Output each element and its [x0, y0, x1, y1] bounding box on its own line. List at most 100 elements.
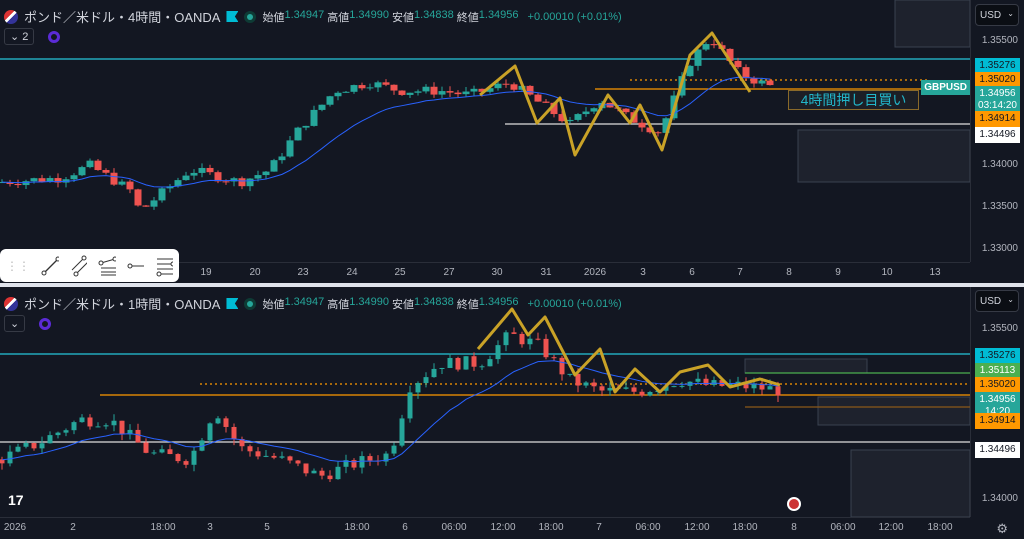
candle	[486, 88, 494, 92]
currency-select[interactable]: USD ⌄	[975, 290, 1019, 312]
parallel-channel-icon[interactable]	[69, 255, 88, 277]
candle	[719, 380, 725, 386]
candle	[214, 172, 222, 182]
candle	[406, 92, 414, 95]
candle	[78, 167, 86, 176]
candle	[23, 442, 29, 447]
candle	[735, 381, 741, 384]
ohlc-value: 1.34990	[349, 295, 389, 308]
horizontal-lines-icon[interactable]	[154, 255, 173, 277]
ohlc-label: 安値	[392, 298, 414, 311]
candle	[319, 470, 325, 476]
candle	[526, 85, 534, 95]
ohlc-value: 1.34956	[478, 295, 519, 308]
time-axis-4h[interactable]: 19 20 23 24 25 27 30 31 2026 3 6 7 8 9 10 13	[0, 262, 970, 283]
trend-line-icon[interactable]	[40, 255, 59, 277]
us-event-icon[interactable]	[787, 497, 801, 511]
candle	[247, 446, 253, 452]
zone-box	[817, 396, 970, 426]
price-label: 1.35500	[981, 323, 1018, 334]
flag-icon[interactable]	[226, 11, 239, 22]
price-label: 1.33500	[981, 201, 1018, 212]
candle	[415, 383, 421, 393]
symbol-title[interactable]: ポンド／米ドル・1時間・OANDA	[24, 297, 221, 312]
chevron-down-icon: ⌄	[1007, 9, 1014, 18]
time-label: 9	[835, 267, 841, 278]
candle	[702, 44, 710, 50]
zone-box	[850, 449, 970, 517]
candle	[71, 422, 77, 431]
time-label: 25	[394, 267, 406, 278]
candle	[430, 86, 438, 95]
candle	[686, 65, 694, 77]
candle	[262, 171, 270, 176]
time-axis-1h[interactable]: 2026 2 18:00 3 5 18:00 6 06:00 12:00 18:00 7 06:00 1…	[0, 517, 970, 539]
fib-retracement-icon[interactable]	[97, 255, 116, 277]
currency-select[interactable]: USD ⌄	[975, 4, 1019, 26]
candle	[399, 418, 405, 446]
candle	[711, 380, 717, 385]
tradingview-logo[interactable]: 17	[8, 492, 24, 508]
candle	[270, 160, 278, 172]
price-tag: 1.35020	[975, 72, 1020, 88]
change: +0.00010 (+0.01%)	[527, 10, 622, 23]
symbol-title[interactable]: ポンド／米ドル・4時間・OANDA	[24, 10, 221, 25]
indicator-icon[interactable]	[48, 30, 61, 43]
collapse-indicators-button[interactable]: ⌄ 2	[4, 28, 35, 45]
candle	[87, 417, 93, 427]
indicator-icon[interactable]	[39, 317, 52, 330]
chart-pane-4h[interactable]: ポンド／米ドル・4時間・OANDA 始値 1.34947 高値 1.34990 安値 1.…	[0, 0, 1024, 283]
drag-handle-icon[interactable]: ⋮⋮	[6, 258, 30, 273]
candle	[6, 182, 14, 184]
candle	[583, 382, 589, 386]
candle	[694, 49, 702, 66]
chart-pane-1h[interactable]: ポンド／米ドル・1時間・OANDA 始値 1.34947 高値 1.34990 安値 1.…	[0, 287, 1024, 539]
horizontal-ray-icon[interactable]	[126, 255, 145, 277]
candle	[646, 127, 654, 133]
candle	[119, 420, 125, 435]
candle	[663, 386, 669, 391]
candle	[295, 460, 301, 464]
moving-average-line	[1, 360, 779, 463]
currency-value: USD	[980, 296, 1002, 307]
collapse-indicators-button[interactable]: ⌄	[4, 315, 26, 332]
candle	[238, 178, 246, 187]
time-label: 13	[929, 267, 941, 278]
time-label: 6	[402, 522, 408, 533]
candle	[183, 461, 189, 465]
candle	[527, 338, 533, 345]
price-axis-1h[interactable]: USD ⌄ 1.35500 1.34000 1.35276 1.35113 1.35020…	[970, 287, 1024, 517]
candle	[294, 127, 302, 141]
candle	[150, 200, 158, 207]
candle	[767, 386, 773, 390]
time-label: 06:00	[635, 522, 661, 533]
price-tag: 1.34496	[975, 442, 1020, 458]
time-label: 8	[791, 522, 797, 533]
time-label: 18:00	[344, 522, 370, 533]
candle	[287, 456, 293, 461]
candle	[174, 180, 182, 187]
candle	[390, 84, 398, 91]
candle	[350, 85, 358, 92]
candle	[519, 333, 525, 345]
price-plot-4h[interactable]	[0, 0, 970, 262]
ohlc-value: 1.34990	[349, 8, 389, 21]
candle	[102, 170, 110, 173]
candle	[495, 345, 501, 360]
price-plot-1h[interactable]	[0, 287, 970, 517]
flag-icon[interactable]	[226, 298, 239, 309]
zigzag-drawing	[479, 31, 752, 157]
candle	[142, 205, 150, 207]
time-label: 23	[297, 267, 309, 278]
candle	[175, 454, 181, 462]
candle	[366, 87, 374, 89]
candle	[766, 80, 774, 86]
pane-separator[interactable]	[0, 283, 1024, 287]
candle	[759, 383, 765, 390]
candle	[334, 92, 342, 97]
price-axis-4h[interactable]: USD ⌄ 1.35500 1.34000 1.33500 1.33000 1.35276…	[970, 0, 1024, 262]
time-label: 12:00	[684, 522, 710, 533]
settings-gear-icon[interactable]: ⚙	[996, 521, 1008, 536]
zigzag-drawing	[476, 307, 781, 394]
annotation-label[interactable]: 4時間押し目買い	[788, 90, 919, 110]
